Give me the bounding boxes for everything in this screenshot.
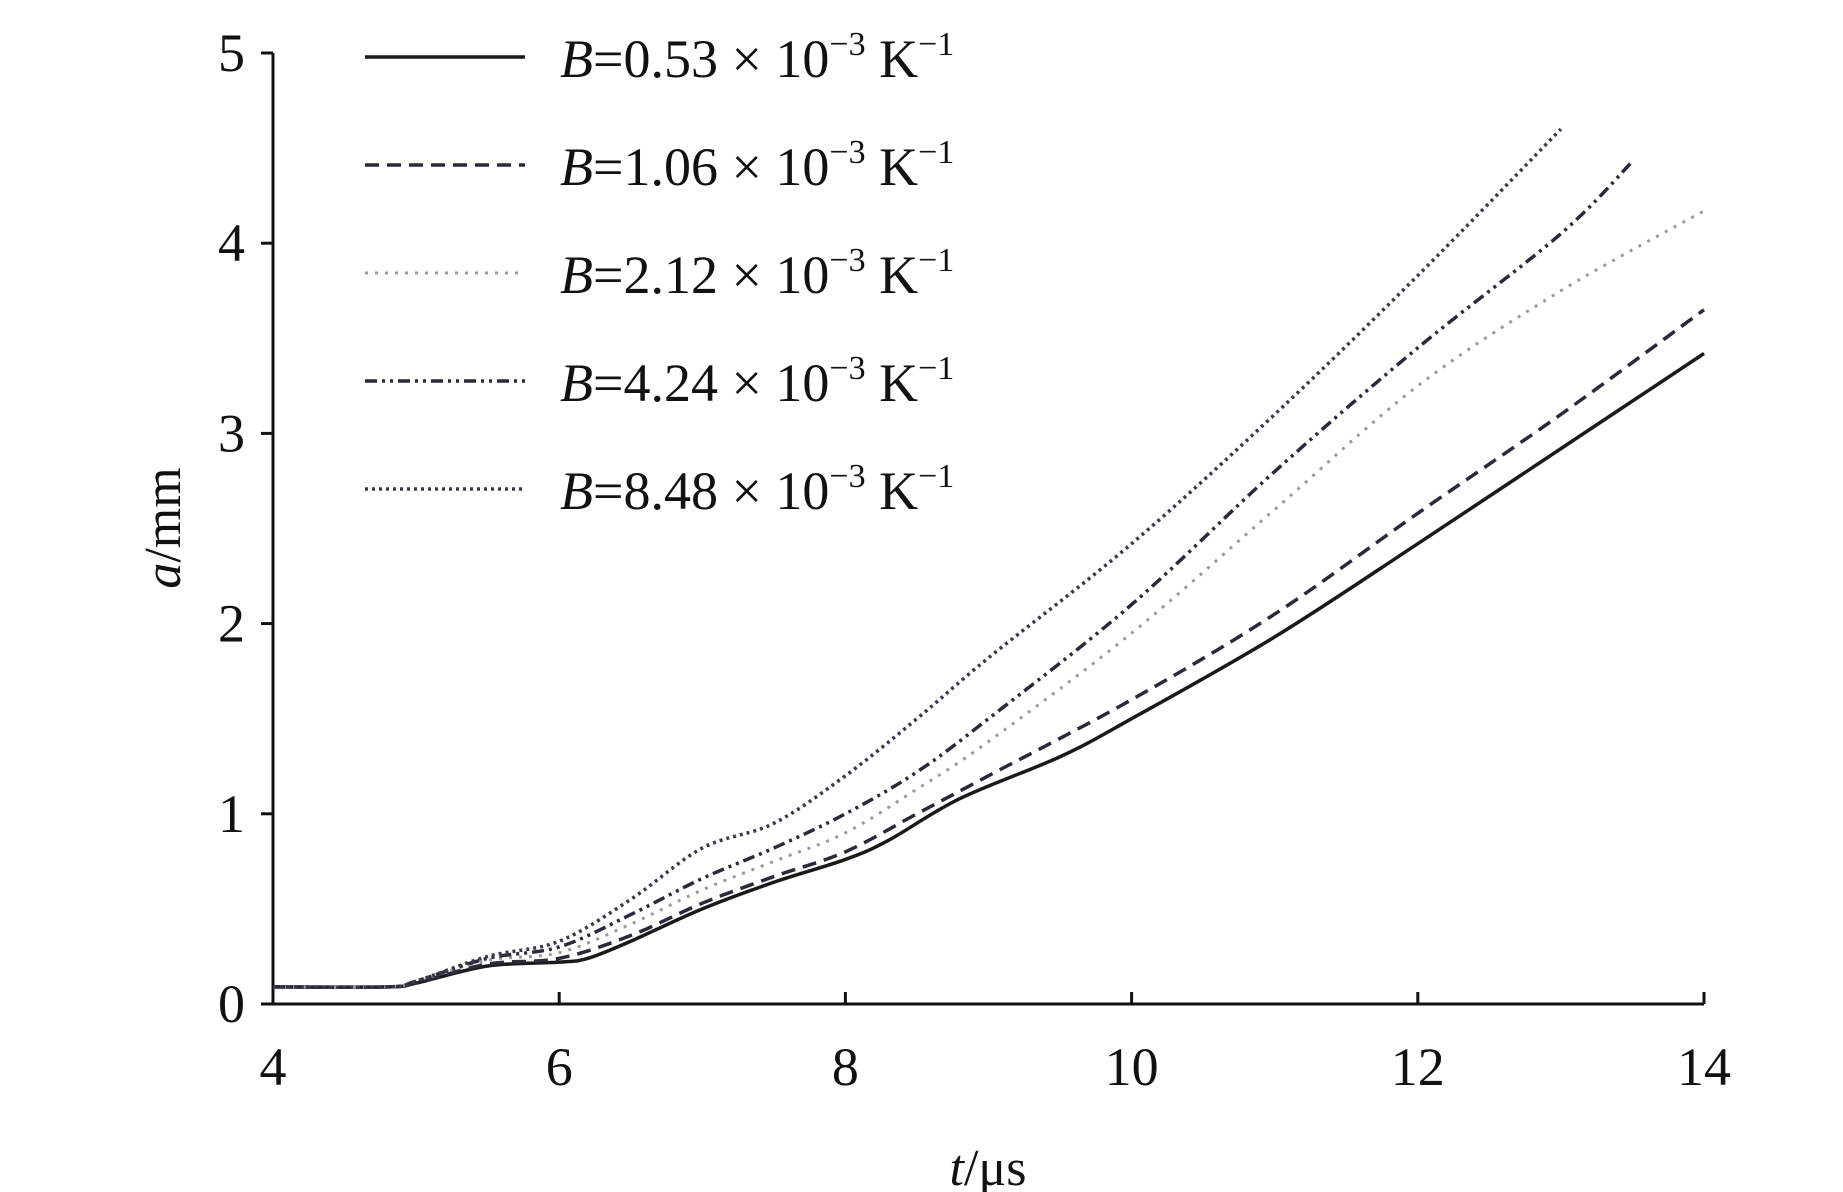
legend-entry: B=8.48 × 10−3 K−1: [365, 458, 954, 521]
legend-entry: B=0.53 × 10−3 K−1: [365, 26, 954, 89]
series-line-4.24: [272, 160, 1634, 990]
x-tick-label: 4: [260, 1037, 287, 1097]
axes: [271, 53, 1704, 1006]
x-tick-label: 6: [546, 1037, 573, 1097]
legend-label: B=1.06 × 10−3 K−1: [560, 134, 954, 197]
y-axis-label-var: a: [135, 563, 192, 589]
legend-entry: B=4.24 × 10−3 K−1: [365, 350, 954, 413]
y-tick-label: 3: [218, 403, 245, 463]
legend-entry: B=2.12 × 10−3 K−1: [365, 242, 954, 305]
y-axis-label: a/mm: [135, 467, 192, 588]
y-tick-label: 1: [218, 784, 245, 844]
x-tick-label: 10: [1105, 1037, 1159, 1097]
series-line-1.06: [272, 308, 1706, 989]
y-tick-label: 2: [218, 594, 245, 654]
series-line-8.48: [272, 127, 1563, 990]
y-tick-label: 0: [218, 974, 245, 1034]
legend-entry: B=1.06 × 10−3 K−1: [365, 134, 954, 197]
series-line-2.12: [272, 209, 1705, 989]
x-tick-label: 8: [832, 1037, 859, 1097]
x-tick-label: 12: [1391, 1037, 1445, 1097]
legend-label: B=4.24 × 10−3 K−1: [560, 350, 954, 413]
y-tick-label: 4: [218, 213, 245, 273]
series-line-0.53: [272, 352, 1705, 989]
y-axis-label-unit: /mm: [135, 467, 192, 562]
x-axis-label-var: t: [949, 1140, 965, 1192]
legend-label: B=2.12 × 10−3 K−1: [560, 242, 954, 305]
x-tick-label: 14: [1677, 1037, 1731, 1097]
legend-label: B=0.53 × 10−3 K−1: [560, 26, 954, 89]
x-axis-label: t/μs: [949, 1140, 1026, 1192]
x-axis-label-unit: /μs: [964, 1140, 1027, 1192]
y-tick-label: 5: [218, 23, 245, 83]
legend-label: B=8.48 × 10−3 K−1: [560, 458, 954, 521]
